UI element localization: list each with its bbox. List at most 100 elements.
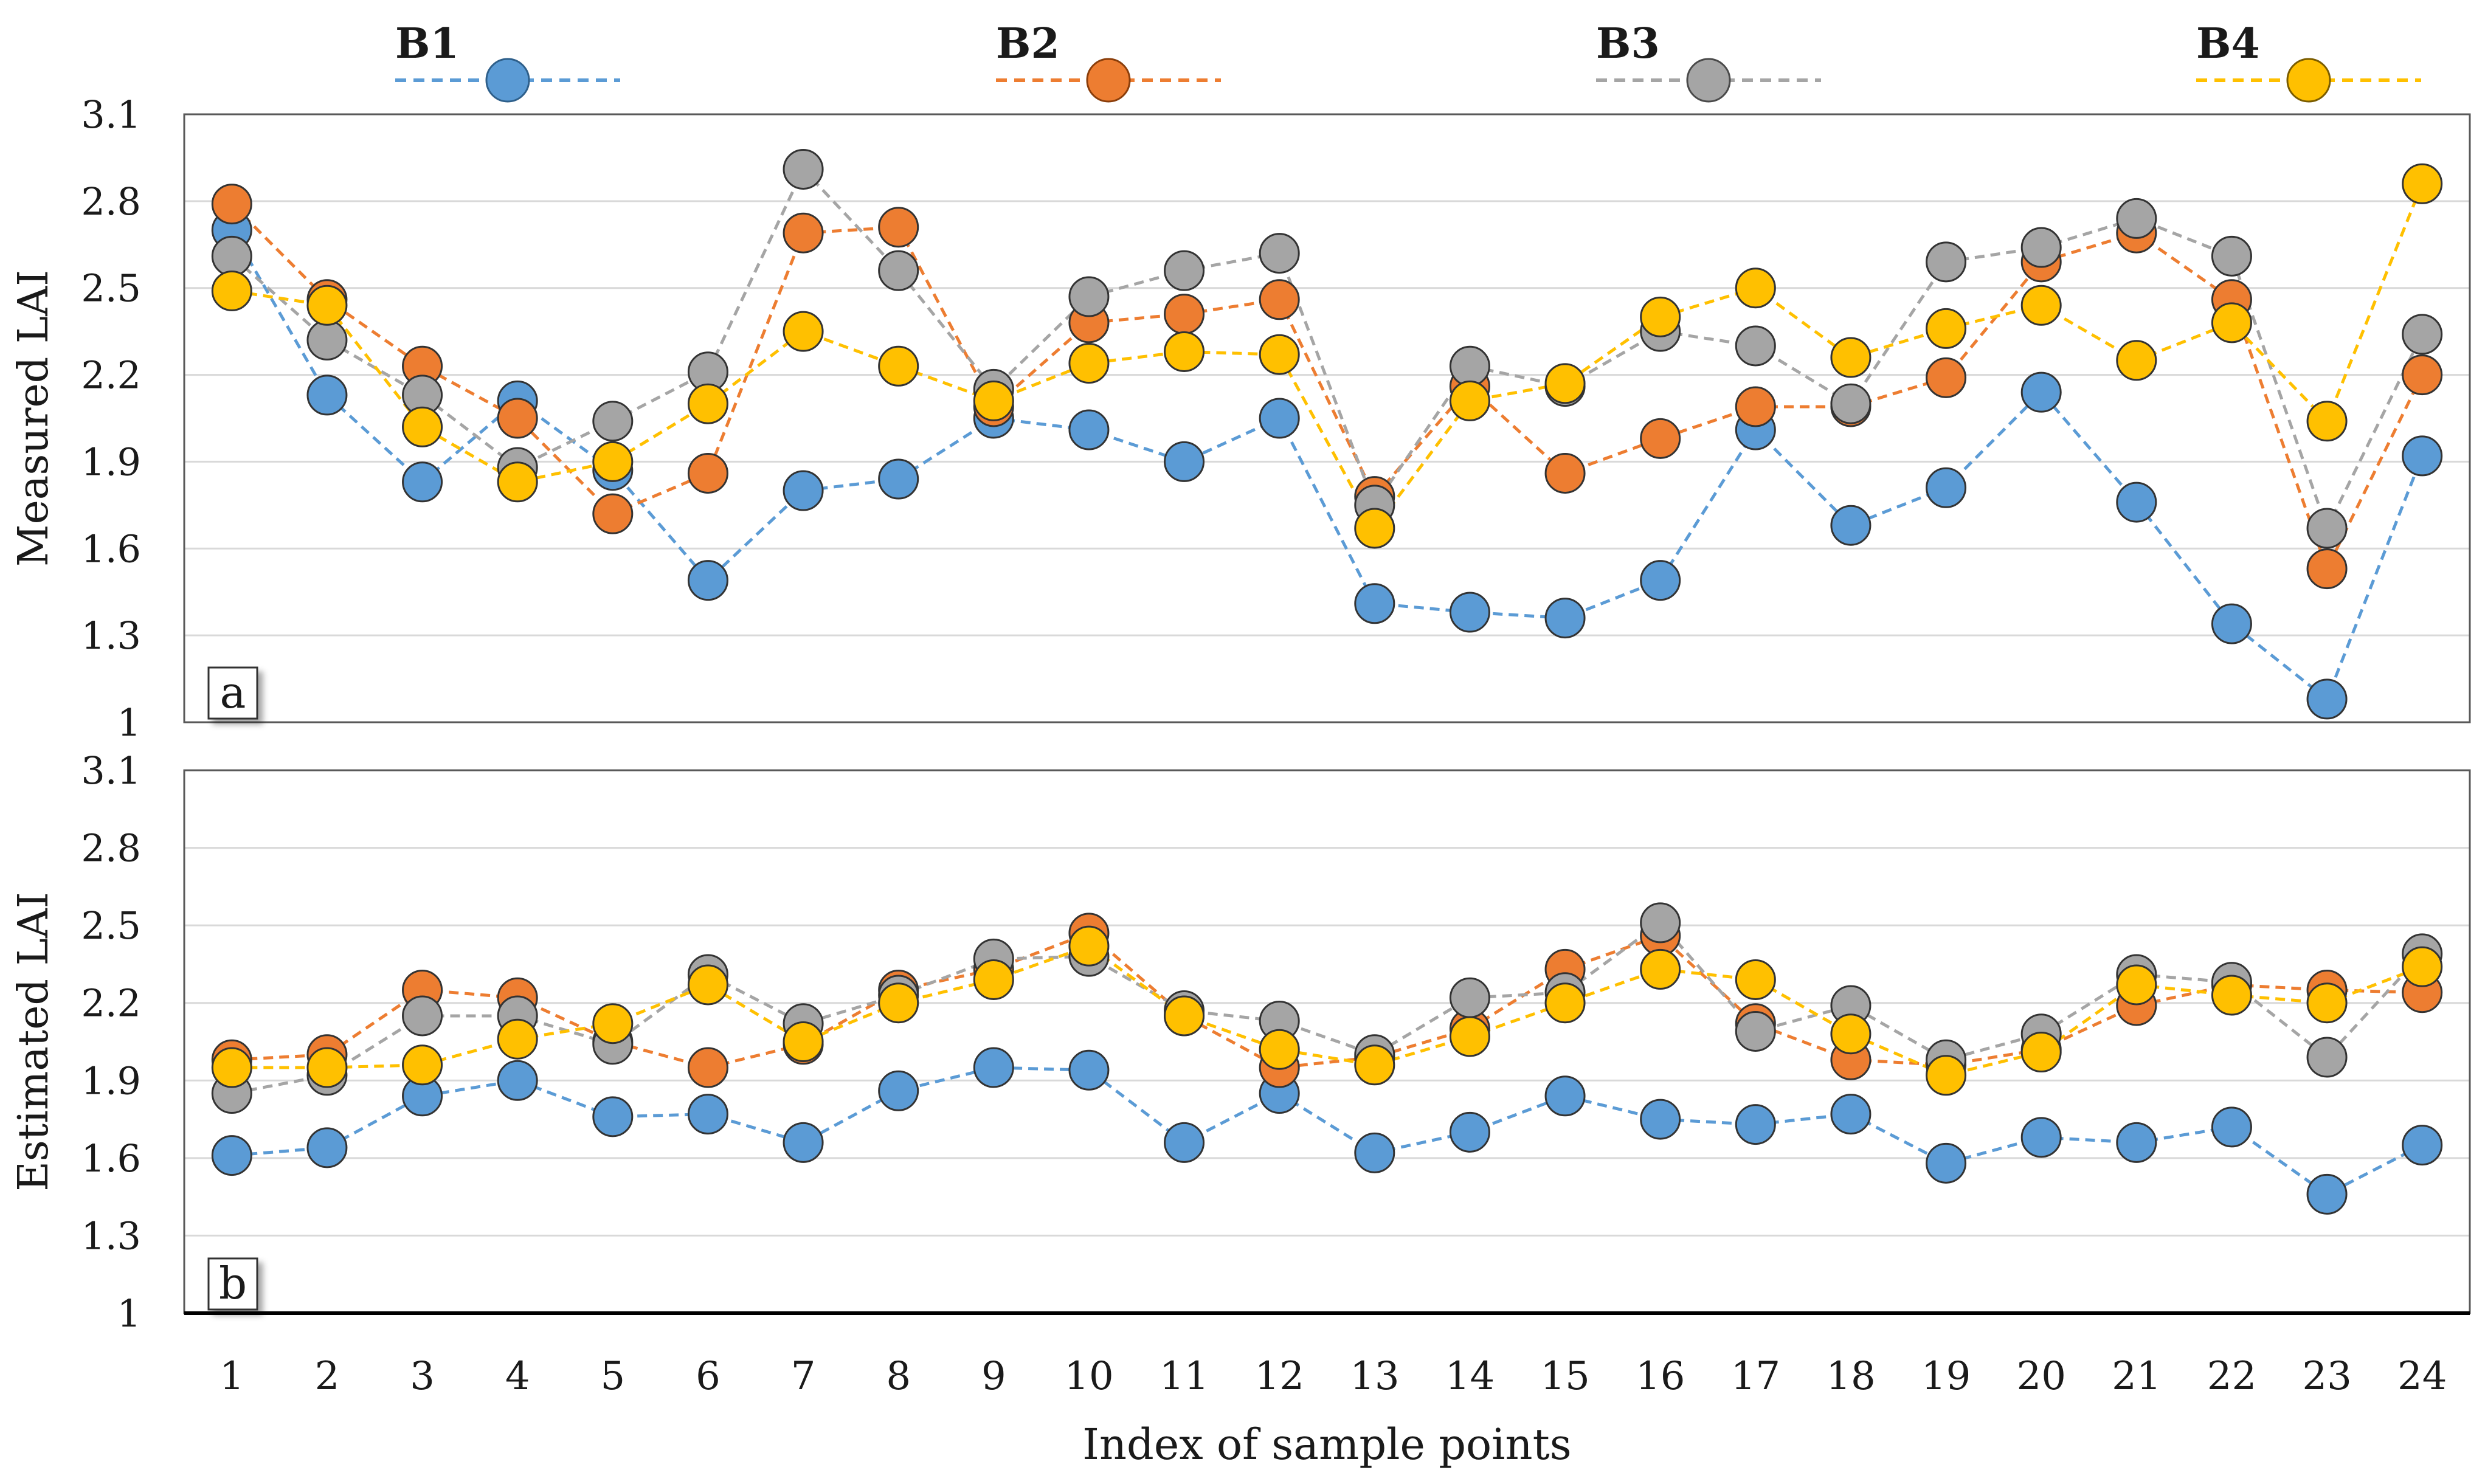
data-point (1068, 409, 1110, 450)
data-point (306, 374, 348, 416)
legend-item-b1: B1 (395, 19, 620, 103)
y-axis-label: Measured LAI (10, 270, 58, 567)
legend-label: B2 (996, 19, 1060, 68)
x-tick-label: 10 (1064, 1354, 1113, 1399)
x-tick-label: 7 (791, 1354, 816, 1399)
series-points-b3 (211, 902, 2443, 1114)
data-point (402, 995, 443, 1037)
data-point (1830, 1094, 1872, 1135)
y-tick-label: 1.3 (81, 613, 141, 658)
data-point (2116, 1122, 2157, 1163)
series-points-b4 (211, 925, 2443, 1096)
data-point (973, 959, 1014, 1000)
data-point (1640, 902, 1681, 944)
data-point (2020, 227, 2062, 268)
series-line-b3 (230, 167, 2424, 533)
data-point (1544, 452, 1586, 494)
data-point (2211, 1106, 2252, 1148)
x-tick-label: 17 (1731, 1354, 1780, 1399)
y-tick-label: 3.1 (81, 92, 141, 137)
data-point (2116, 198, 2157, 239)
y-tick-label: 2.5 (81, 266, 141, 311)
y-tick-label: 1.3 (81, 1213, 141, 1258)
data-point (783, 311, 824, 352)
panel-label: a (220, 667, 246, 718)
data-point (1544, 598, 1586, 639)
data-point (1640, 948, 1681, 990)
data-point (2306, 678, 2348, 720)
data-point (2211, 302, 2252, 343)
x-tick-label: 22 (2207, 1354, 2256, 1399)
x-tick-label: 14 (1445, 1354, 1495, 1399)
data-point (1259, 233, 1300, 274)
data-point (1926, 1055, 1967, 1096)
data-point (1544, 363, 1586, 404)
data-point (878, 458, 919, 500)
data-point (211, 184, 252, 225)
legend-label: B3 (1596, 19, 1660, 68)
data-point (2020, 285, 2062, 326)
data-point (592, 401, 634, 442)
y-tick-label: 1 (117, 700, 141, 745)
data-point (1640, 560, 1681, 601)
series-line-b3 (231, 920, 2424, 1096)
series-line-b1 (230, 229, 2424, 702)
data-point (878, 207, 919, 248)
data-point (1449, 380, 1490, 421)
data-point (2116, 340, 2157, 381)
x-tick-label: 6 (696, 1354, 721, 1399)
data-point (1259, 1029, 1300, 1070)
data-point (592, 1096, 634, 1137)
data-point (1164, 441, 1205, 482)
data-point (1164, 995, 1205, 1037)
data-point (1449, 977, 1490, 1018)
data-point (2402, 163, 2443, 204)
panel-b: 1 1.3 1.6 1.9 2.2 2.5 2.8 3.1 Estimated LAI b (10, 748, 2471, 1336)
panel-label-box (207, 666, 258, 720)
series-points-b4 (211, 163, 2443, 549)
data-point (1735, 1010, 1776, 1052)
data-point (1449, 1111, 1490, 1153)
x-tick-label: 24 (2397, 1354, 2447, 1399)
data-point (878, 1070, 919, 1111)
data-point (497, 461, 538, 503)
data-point (1164, 1122, 1205, 1163)
data-point (878, 982, 919, 1024)
x-tick-label: 5 (600, 1354, 625, 1399)
data-point (2306, 401, 2348, 442)
data-point (1735, 325, 1776, 367)
data-point (402, 406, 443, 447)
legend-marker (485, 58, 530, 103)
data-point (687, 383, 728, 424)
data-point (2402, 1125, 2443, 1166)
legend-item-b2: B2 (996, 19, 1221, 103)
data-point (1926, 357, 1967, 398)
data-point (1735, 267, 1776, 309)
data-point (306, 285, 348, 326)
data-point (1449, 592, 1490, 633)
x-tick-label: 20 (2016, 1354, 2065, 1399)
data-point (783, 212, 824, 254)
x-tick-label: 23 (2302, 1354, 2351, 1399)
series-line-b2 (232, 931, 2422, 1069)
data-point (2306, 982, 2348, 1024)
data-point (687, 452, 728, 494)
data-point (687, 964, 728, 1006)
data-point (1068, 925, 1110, 967)
data-point (2402, 435, 2443, 477)
x-tick-label: 8 (886, 1354, 911, 1399)
data-point (592, 1003, 634, 1044)
data-point (1830, 383, 1872, 424)
legend-marker (1086, 58, 1131, 103)
x-tick-label: 9 (981, 1354, 1006, 1399)
y-tick-label: 3.1 (81, 748, 141, 793)
data-point (878, 250, 919, 291)
data-point (402, 1044, 443, 1086)
data-point (1544, 1075, 1586, 1117)
data-point (1830, 1013, 1872, 1055)
x-tick-label: 11 (1160, 1354, 1209, 1399)
legend-marker (1686, 58, 1731, 103)
data-point (1926, 1142, 1967, 1184)
x-tick-label: 21 (2112, 1354, 2161, 1399)
